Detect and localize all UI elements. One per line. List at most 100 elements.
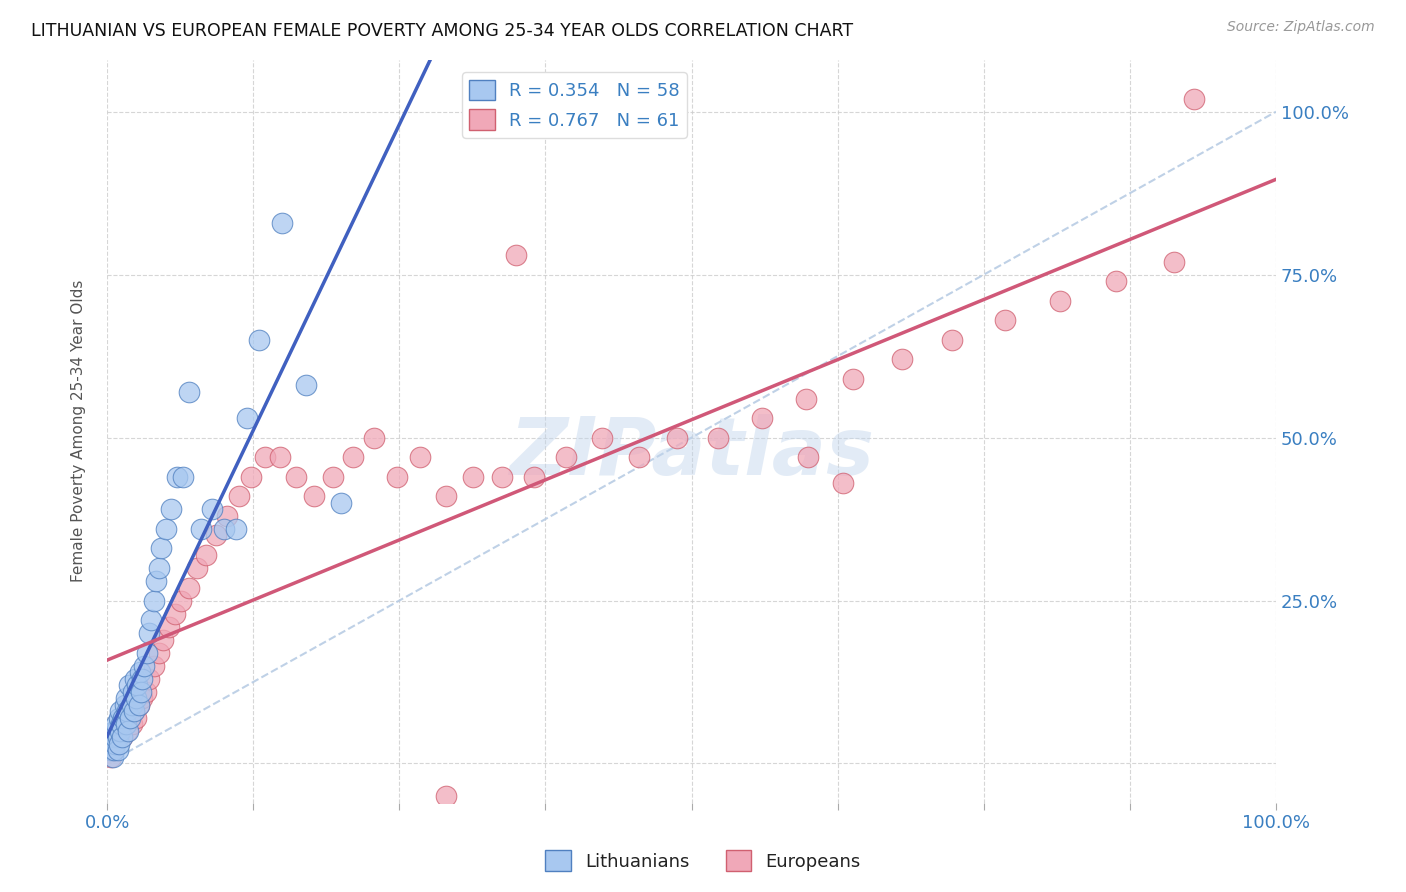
- Point: [1105, 274, 1128, 288]
- Point: [121, 685, 143, 699]
- Point: [122, 704, 145, 718]
- Point: [108, 723, 131, 738]
- Point: [523, 469, 546, 483]
- Point: [101, 743, 124, 757]
- Point: [890, 352, 912, 367]
- Point: [842, 372, 865, 386]
- Point: [152, 632, 174, 647]
- Point: [247, 333, 270, 347]
- Point: [212, 522, 235, 536]
- Point: [101, 731, 124, 745]
- Point: [114, 717, 136, 731]
- Point: [148, 561, 170, 575]
- Point: [172, 469, 194, 483]
- Point: [434, 489, 457, 503]
- Point: [131, 672, 153, 686]
- Text: Source: ZipAtlas.com: Source: ZipAtlas.com: [1227, 20, 1375, 34]
- Point: [385, 469, 408, 483]
- Point: [941, 333, 963, 347]
- Point: [155, 522, 177, 536]
- Point: [177, 384, 200, 399]
- Point: [134, 658, 156, 673]
- Point: [1049, 293, 1071, 308]
- Point: [145, 574, 167, 588]
- Point: [329, 496, 352, 510]
- Point: [141, 613, 163, 627]
- Point: [149, 541, 172, 556]
- Point: [170, 593, 193, 607]
- Point: [190, 522, 212, 536]
- Point: [108, 704, 131, 718]
- Point: [114, 717, 136, 731]
- Point: [160, 502, 183, 516]
- Point: [832, 476, 855, 491]
- Point: [322, 469, 344, 483]
- Point: [797, 450, 820, 465]
- Point: [100, 737, 122, 751]
- Point: [142, 658, 165, 673]
- Point: [195, 548, 218, 562]
- Point: [111, 731, 134, 745]
- Point: [363, 431, 385, 445]
- Point: [100, 743, 122, 757]
- Point: [111, 731, 134, 745]
- Point: [125, 711, 148, 725]
- Point: [285, 469, 308, 483]
- Point: [217, 508, 239, 523]
- Point: [555, 450, 578, 465]
- Point: [110, 717, 132, 731]
- Point: [104, 737, 127, 751]
- Point: [118, 711, 141, 725]
- Point: [166, 469, 188, 483]
- Point: [131, 691, 153, 706]
- Point: [128, 698, 150, 712]
- Text: LITHUANIAN VS EUROPEAN FEMALE POVERTY AMONG 25-34 YEAR OLDS CORRELATION CHART: LITHUANIAN VS EUROPEAN FEMALE POVERTY AM…: [31, 22, 853, 40]
- Point: [118, 678, 141, 692]
- Point: [1182, 92, 1205, 106]
- Legend: R = 0.354   N = 58, R = 0.767   N = 61: R = 0.354 N = 58, R = 0.767 N = 61: [463, 72, 688, 137]
- Point: [236, 411, 259, 425]
- Point: [114, 691, 136, 706]
- Point: [409, 450, 432, 465]
- Point: [101, 750, 124, 764]
- Point: [112, 711, 135, 725]
- Point: [163, 607, 186, 621]
- Point: [124, 672, 146, 686]
- Point: [253, 450, 276, 465]
- Point: [627, 450, 650, 465]
- Point: [434, 789, 457, 803]
- Point: [201, 502, 224, 516]
- Point: [105, 717, 128, 731]
- Point: [125, 691, 148, 706]
- Point: [269, 450, 291, 465]
- Point: [128, 698, 150, 712]
- Point: [228, 489, 250, 503]
- Point: [751, 411, 773, 425]
- Point: [121, 698, 143, 712]
- Point: [103, 723, 125, 738]
- Point: [666, 431, 689, 445]
- Point: [707, 431, 730, 445]
- Point: [271, 215, 294, 229]
- Legend: Lithuanians, Europeans: Lithuanians, Europeans: [538, 843, 868, 879]
- Point: [142, 593, 165, 607]
- Point: [491, 469, 513, 483]
- Point: [107, 711, 129, 725]
- Point: [115, 723, 138, 738]
- Point: [461, 469, 484, 483]
- Point: [157, 619, 180, 633]
- Point: [100, 750, 122, 764]
- Point: [114, 698, 136, 712]
- Point: [107, 731, 129, 745]
- Point: [505, 248, 527, 262]
- Point: [239, 469, 262, 483]
- Point: [794, 392, 817, 406]
- Point: [591, 431, 613, 445]
- Point: [120, 711, 142, 725]
- Point: [148, 646, 170, 660]
- Point: [104, 731, 127, 745]
- Point: [128, 665, 150, 680]
- Point: [302, 489, 325, 503]
- Point: [186, 561, 208, 575]
- Text: ZIPatlas: ZIPatlas: [509, 415, 875, 492]
